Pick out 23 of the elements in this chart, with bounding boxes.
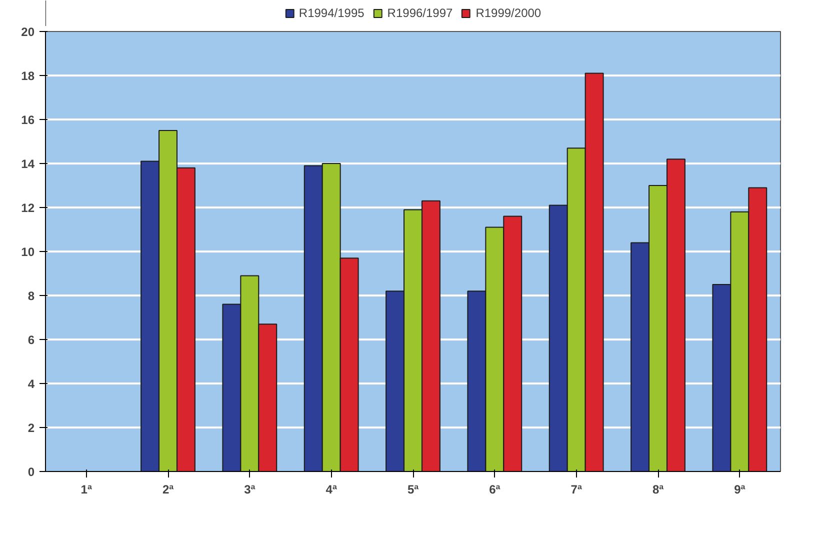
x-tick-label: 8ª (652, 482, 664, 496)
legend-label: R1999/2000 (476, 6, 542, 20)
y-tick-label: 14 (21, 157, 35, 171)
y-tick-label: 12 (21, 201, 35, 215)
x-tick-label: 4ª (326, 482, 338, 496)
legend-label: R1996/1997 (387, 6, 453, 20)
y-tick-label: 6 (28, 333, 35, 347)
y-tick-label: 4 (28, 377, 35, 391)
x-tick-label: 6ª (489, 482, 501, 496)
y-tick-label: 8 (28, 289, 35, 303)
y-tick-label: 10 (21, 245, 35, 259)
y-tick-label: 18 (21, 69, 35, 83)
x-tick-label: 1ª (80, 482, 92, 496)
x-tick-label: 5ª (407, 482, 420, 496)
y-tick-label: 16 (21, 113, 35, 127)
legend-label: R1994/1995 (298, 6, 364, 20)
x-tick-label: 9ª (734, 482, 746, 496)
x-tick-label: 3ª (244, 482, 256, 496)
y-tick-label: 20 (21, 25, 35, 39)
y-tick-label: 0 (28, 465, 35, 479)
y-tick-label: 2 (28, 421, 35, 435)
x-tick-label: 7ª (570, 482, 582, 496)
x-tick-label: 2ª (162, 482, 174, 496)
